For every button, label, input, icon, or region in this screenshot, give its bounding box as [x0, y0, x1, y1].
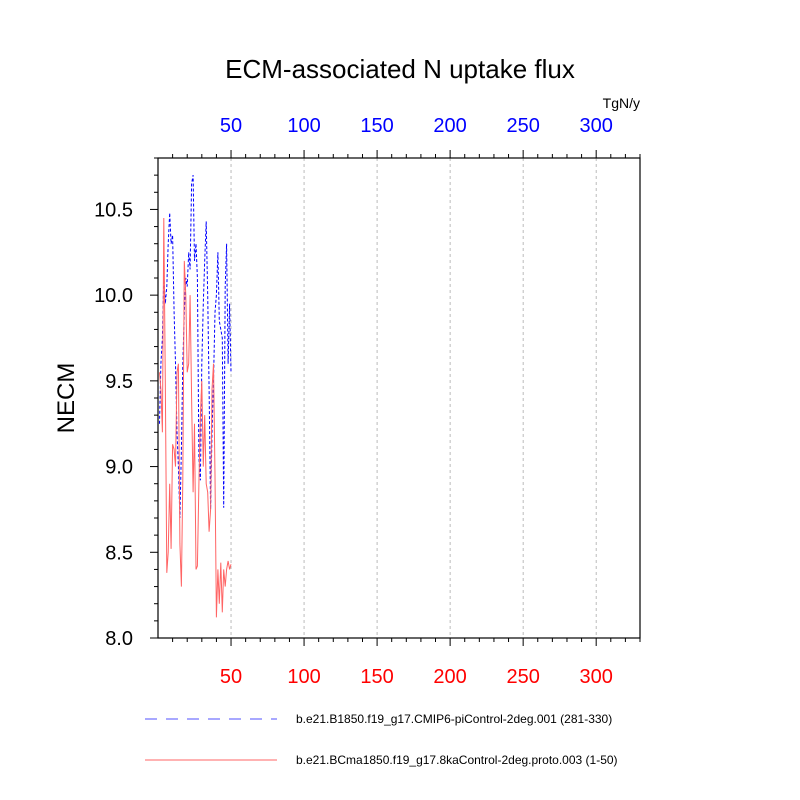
legend-label-series-2: b.e21.BCma1850.f19_g17.8kaControl-2deg.p… [296, 753, 618, 767]
x-tick-label-top: 250 [506, 115, 539, 137]
x-tick-label-top: 150 [360, 115, 393, 137]
grid-lines [230, 158, 597, 638]
x-tick-label-bottom: 50 [220, 666, 242, 688]
x-tick-label-top: 300 [579, 115, 612, 137]
x-tick-label-top: 100 [287, 115, 320, 137]
series-line-1 [159, 175, 232, 519]
x-tick-label-bottom: 150 [360, 666, 393, 688]
y-tick-label: 9.5 [105, 371, 133, 393]
y-tick-label: 8.0 [105, 628, 133, 650]
x-tick-label-bottom: 200 [433, 666, 466, 688]
y-tick-label: 10.5 [94, 199, 133, 221]
x-tick-label-bottom: 300 [579, 666, 612, 688]
series-line-2 [159, 217, 232, 618]
tick-labels: 50 50 100 100 150 150 200 200 250 250 300 300 8.0 8.5… [94, 115, 613, 688]
x-tick-label-bottom: 100 [287, 666, 320, 688]
legend-label-series-1: b.e21.B1850.f19_g17.CMIP6-piControl-2deg… [296, 712, 612, 726]
y-tick-label: 8.5 [105, 542, 133, 564]
units-label: TgN/y [603, 95, 640, 111]
chart-title: ECM-associated N uptake flux [225, 54, 575, 84]
x-tick-label-top: 50 [220, 115, 242, 137]
legend: b.e21.B1850.f19_g17.CMIP6-piControl-2deg… [145, 712, 618, 767]
x-tick-label-top: 200 [433, 115, 466, 137]
y-axis-label: NECM [53, 363, 80, 434]
y-tick-label: 9.0 [105, 457, 133, 479]
x-tick-label-bottom: 250 [506, 666, 539, 688]
y-tick-label: 10.0 [94, 285, 133, 307]
plot-frame [157, 157, 641, 639]
axis-ticks [150, 150, 641, 646]
series-lines [159, 175, 232, 618]
